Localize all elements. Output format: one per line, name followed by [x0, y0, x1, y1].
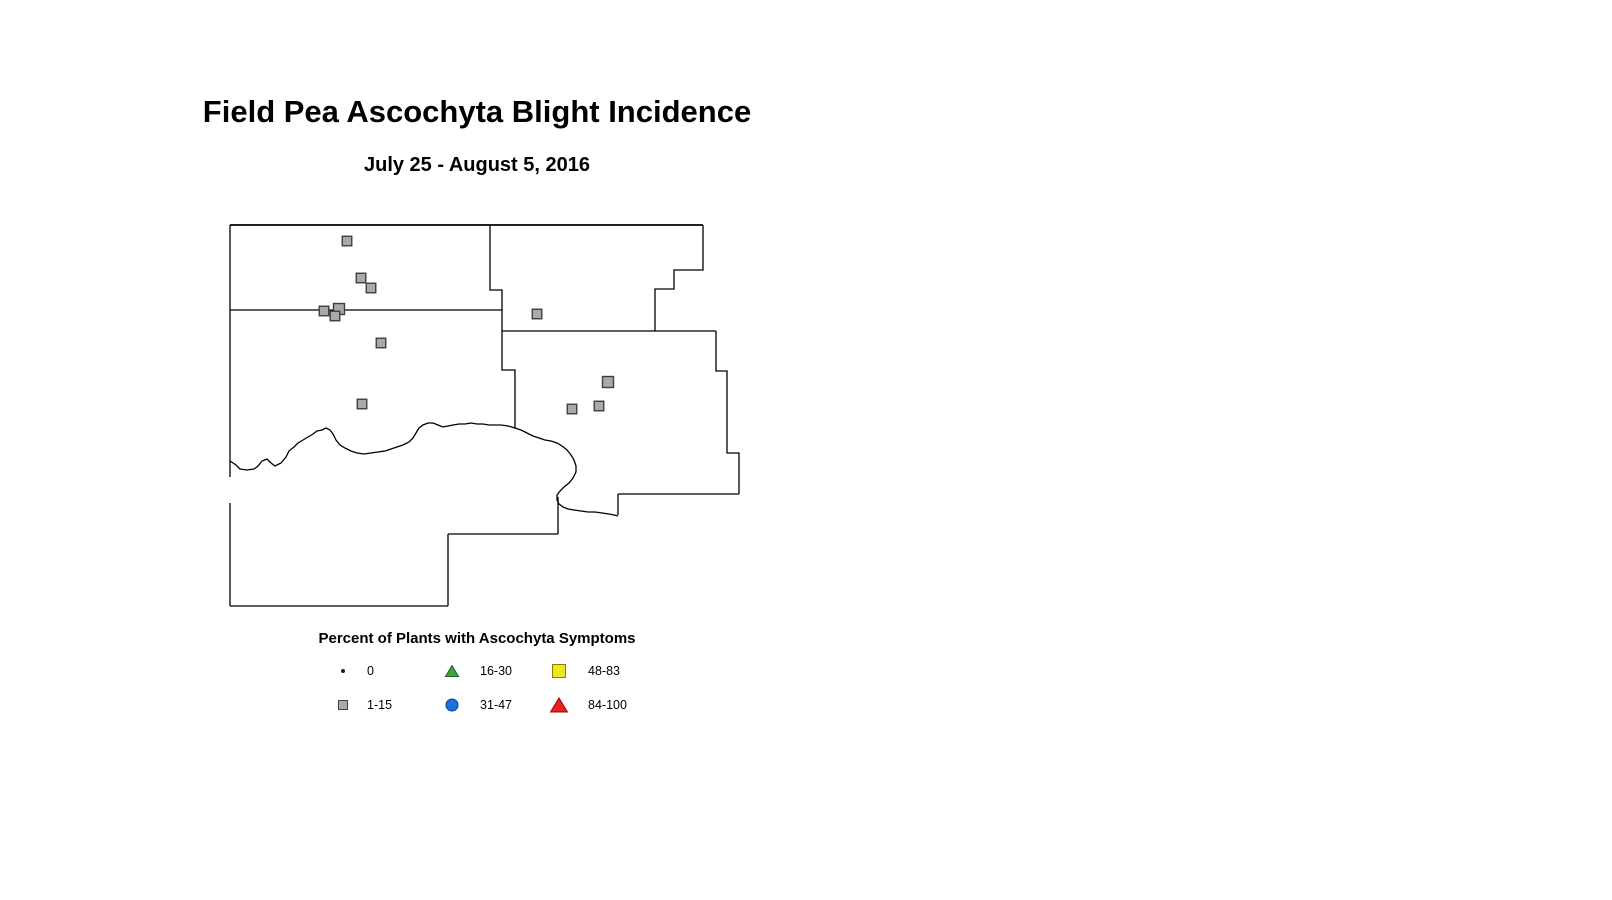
legend-symbol-circle-31-47	[441, 694, 463, 716]
survey-site-marker	[329, 310, 341, 322]
legend-label: 16-30	[480, 664, 512, 678]
county-boundary-line	[715, 331, 740, 494]
legend-symbol-square-1-15	[332, 694, 354, 716]
river-line	[229, 422, 619, 517]
legend-symbol-triangle-84-100	[548, 694, 570, 716]
legend-label: 84-100	[588, 698, 627, 712]
legend-label: 48-83	[588, 664, 620, 678]
survey-site-marker	[601, 375, 615, 389]
legend-label: 31-47	[480, 698, 512, 712]
survey-site-marker	[318, 305, 330, 317]
legend-label: 1-15	[367, 698, 393, 712]
survey-site-marker	[355, 272, 367, 284]
survey-site-marker	[593, 400, 605, 412]
legend-label: 0	[367, 664, 374, 678]
survey-site-marker	[375, 337, 387, 349]
legend-symbol-dot-0	[332, 660, 354, 682]
survey-site-marker	[566, 403, 578, 415]
county-boundary-line	[489, 225, 516, 428]
chart-subtitle: July 25 - August 5, 2016	[363, 154, 590, 176]
chart-title: Field Pea Ascochyta Blight Incidence	[202, 94, 752, 129]
legend-symbol-triangle-16-30	[441, 660, 463, 682]
legend-symbol-square-48-83	[548, 660, 570, 682]
legend-title: Percent of Plants with Ascochyta Symptom…	[318, 630, 636, 647]
survey-site-marker	[531, 308, 543, 320]
survey-site-marker	[341, 235, 353, 247]
survey-site-marker	[356, 398, 368, 410]
county-boundary-line	[654, 225, 704, 331]
survey-site-marker	[365, 282, 377, 294]
